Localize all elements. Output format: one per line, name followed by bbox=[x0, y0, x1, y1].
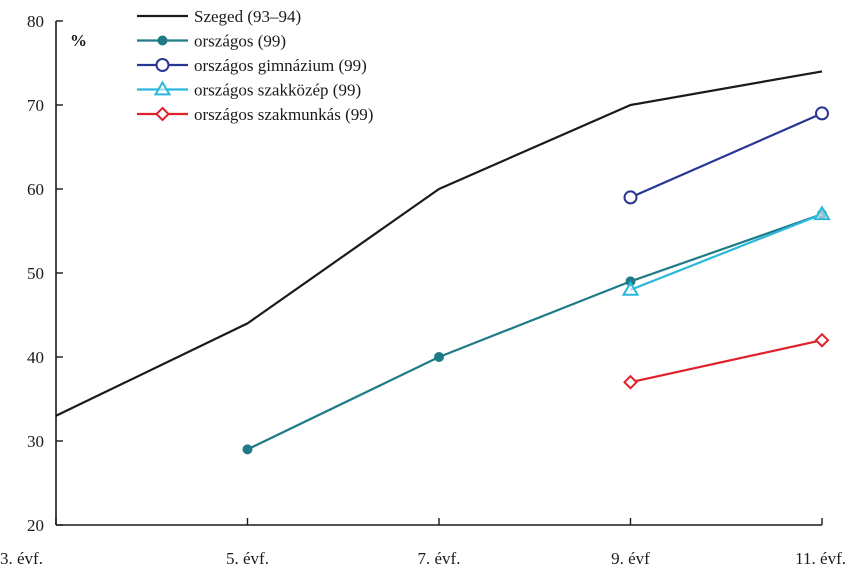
data-point bbox=[813, 205, 831, 221]
legend-label: országos (99) bbox=[194, 32, 286, 51]
legend-swatch-marker bbox=[153, 80, 172, 96]
y-tick-label: 20 bbox=[27, 516, 44, 535]
x-tick-label: 7. évf. bbox=[418, 549, 461, 568]
series-2 bbox=[623, 106, 829, 205]
y-axis-unit-label: % bbox=[70, 31, 87, 50]
legend: Szeged (93–94) országos (99) országos gimn… bbox=[137, 7, 373, 124]
legend-swatch-marker bbox=[155, 106, 170, 122]
legend-label: országos gimnázium (99) bbox=[194, 56, 367, 75]
series-line bbox=[247, 213, 823, 451]
legend-label: országos szakközép (99) bbox=[194, 81, 361, 100]
data-point bbox=[814, 332, 830, 348]
legend-item: országos (99) bbox=[137, 32, 286, 51]
series-4 bbox=[623, 332, 830, 390]
x-tick-label: 9. évf bbox=[611, 549, 650, 568]
y-tick-label: 30 bbox=[27, 432, 44, 451]
data-point bbox=[815, 106, 829, 121]
series-line bbox=[630, 112, 823, 199]
legend-item: országos szakközép (99) bbox=[137, 81, 361, 100]
series-lines bbox=[55, 70, 831, 455]
legend-label: országos szakmunkás (99) bbox=[194, 105, 373, 124]
legend-swatch-marker bbox=[155, 58, 170, 72]
series-line bbox=[55, 70, 823, 417]
legend-swatch-marker bbox=[157, 35, 168, 46]
data-point bbox=[621, 280, 640, 296]
legend-label: Szeged (93–94) bbox=[194, 7, 301, 26]
x-tick-label: 11. évf. bbox=[795, 549, 846, 568]
axes: 20 30 40 50 60 70 80% 3. évf. 5. évf. 7. évf. 9. é… bbox=[0, 12, 846, 568]
series-line bbox=[630, 213, 823, 291]
series-line bbox=[630, 339, 823, 384]
y-tick-label: 40 bbox=[27, 348, 44, 367]
series-3 bbox=[621, 205, 831, 296]
series-0 bbox=[55, 70, 823, 417]
x-tick-label: 5. évf. bbox=[226, 549, 269, 568]
x-tick-label: 3. évf. bbox=[0, 549, 43, 568]
data-point bbox=[242, 444, 253, 455]
y-tick-label: 70 bbox=[27, 96, 44, 115]
data-point bbox=[434, 352, 444, 362]
data-point bbox=[623, 190, 638, 205]
legend-item: Szeged (93–94) bbox=[137, 7, 301, 26]
legend-item: országos gimnázium (99) bbox=[137, 56, 367, 75]
y-tick-label: 80 bbox=[27, 12, 44, 31]
y-tick-label: 60 bbox=[27, 180, 44, 199]
y-tick-label: 50 bbox=[27, 264, 44, 283]
legend-item: országos szakmunkás (99) bbox=[137, 105, 373, 124]
data-point bbox=[623, 374, 638, 390]
